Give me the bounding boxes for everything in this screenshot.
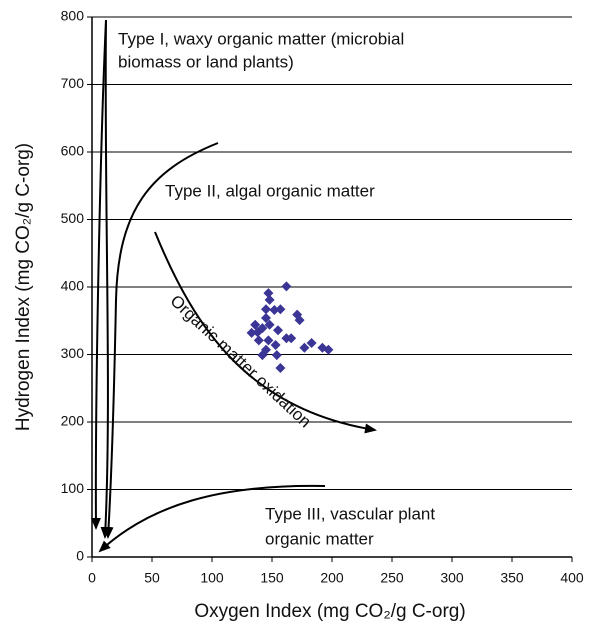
point [269,304,280,315]
x-tick-label: 250 [380,570,404,586]
y-tick-label: 800 [61,8,85,24]
point [261,313,271,324]
y-tick-label: 400 [61,278,85,294]
point [250,319,261,330]
y-tick-label: 500 [61,210,85,226]
point [253,335,264,346]
point [294,315,305,326]
annotation: Type I, waxy organic matter (microbial [118,29,404,48]
x-tick-label: 50 [144,570,160,586]
y-tick-label: 700 [61,75,85,91]
point [246,327,257,338]
point [261,304,271,315]
x-tick-label: 350 [500,570,524,586]
point [281,281,292,292]
point [306,338,317,349]
point [257,350,268,361]
point [275,304,286,315]
type-i-curve [90,19,107,530]
point [270,340,281,351]
annotation: biomass or land plants) [118,52,294,71]
type-ii-curve [103,142,219,539]
grid [87,16,573,562]
point [286,333,297,344]
x-tick-label: 0 [88,570,96,586]
point [323,344,334,355]
y-axis-title: Hydrogen Index (mg CO₂/g C-org) [13,143,34,431]
point [275,363,286,373]
annotation: Type III, vascular plant [265,504,435,523]
point [273,325,283,336]
x-axis-title: Oxygen Index (mg CO₂/g C-org) [194,601,465,622]
y-tick-label: 200 [61,413,85,429]
x-tick-label: 400 [560,570,584,586]
oxidation-curve [154,231,377,434]
annotation: Type II, algal organic matter [165,181,375,200]
type-iii-curve [98,484,326,553]
x-tick-label: 150 [260,570,284,586]
annotation: Organic matter oxidation [166,291,314,431]
y-tick-label: 600 [61,143,85,159]
annotation: organic matter [265,529,374,548]
y-tick-label: 300 [61,345,85,361]
point [271,350,282,361]
point [263,335,274,346]
y-tick-label: 100 [61,480,85,496]
point [252,327,263,338]
x-tick-label: 300 [440,570,464,586]
point [264,294,275,305]
y-tick-label: 0 [76,548,84,564]
type-i-curve [100,19,111,539]
point [299,342,310,353]
point [263,288,274,299]
x-tick-label: 100 [200,570,224,586]
point [264,319,275,330]
x-tick-label: 200 [320,570,344,586]
